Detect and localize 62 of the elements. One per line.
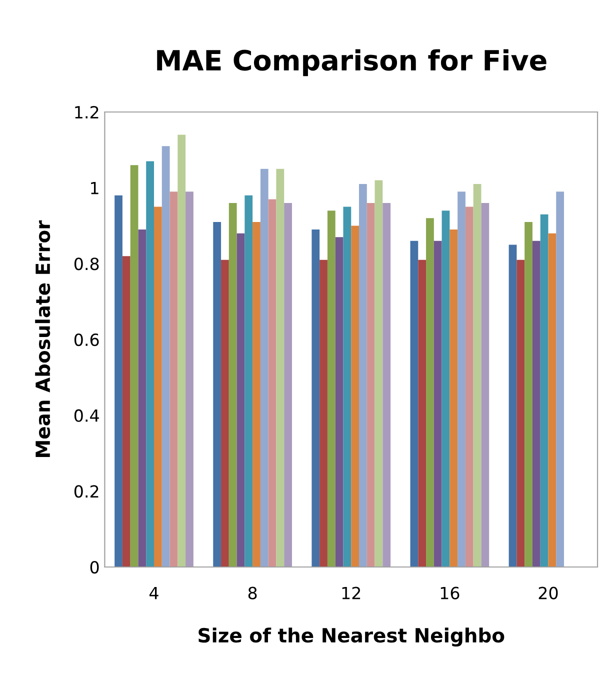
bar <box>516 260 525 567</box>
x-tick-label: 12 <box>342 586 360 600</box>
chart-title: MAE Comparison for Five <box>157 49 546 76</box>
bar <box>410 240 418 567</box>
y-tick-label: 0.6 <box>74 333 99 346</box>
x-axis-title: Size of the Nearest Neighbo <box>198 628 504 647</box>
bar <box>236 233 245 567</box>
y-tick-label: 0.4 <box>74 409 99 422</box>
bar <box>556 192 564 567</box>
bar <box>374 180 383 567</box>
bar <box>252 222 260 567</box>
bar <box>366 203 375 567</box>
bar <box>221 260 229 567</box>
bar <box>540 214 548 567</box>
y-tick-label: 0 <box>90 560 99 574</box>
bar <box>343 206 352 567</box>
bar <box>359 184 367 567</box>
bar <box>178 134 186 567</box>
bar <box>276 168 284 567</box>
y-axis-title: Mean Abosulate Error <box>35 220 50 457</box>
bar <box>335 237 344 567</box>
bar <box>162 146 170 567</box>
x-tick-label: 8 <box>248 586 257 600</box>
bar <box>418 260 426 567</box>
bar <box>524 222 532 567</box>
bar <box>312 230 320 567</box>
bar <box>320 260 328 567</box>
bar <box>548 233 556 567</box>
y-tick-label: 1.2 <box>75 106 98 118</box>
bar <box>260 168 268 567</box>
bar <box>186 192 194 567</box>
bar <box>473 184 482 567</box>
bar <box>268 199 276 567</box>
bar <box>442 210 450 567</box>
bar <box>450 230 458 567</box>
bar <box>382 203 391 567</box>
bar <box>458 192 466 567</box>
bar <box>114 195 122 567</box>
bar <box>213 222 222 567</box>
bar <box>122 256 130 567</box>
y-tick-label: 0.8 <box>74 258 99 270</box>
bar <box>327 210 336 567</box>
y-tick-label: 1 <box>91 182 98 194</box>
bar <box>244 195 253 567</box>
bar <box>465 206 474 567</box>
x-tick-label: 16 <box>440 586 460 600</box>
bar <box>284 203 292 567</box>
x-tick-label: 20 <box>538 586 558 600</box>
x-tick-label: 4 <box>150 586 158 600</box>
bar <box>532 240 540 567</box>
bar <box>154 206 162 567</box>
bar <box>146 161 154 567</box>
bar <box>138 230 146 567</box>
bar <box>426 218 434 567</box>
y-tick-label: 0.2 <box>74 485 98 498</box>
bar <box>130 165 138 567</box>
bar <box>508 244 517 567</box>
bar <box>481 203 490 567</box>
bar <box>228 203 237 567</box>
bar <box>351 226 360 567</box>
bar <box>170 192 178 567</box>
bar <box>434 240 442 567</box>
